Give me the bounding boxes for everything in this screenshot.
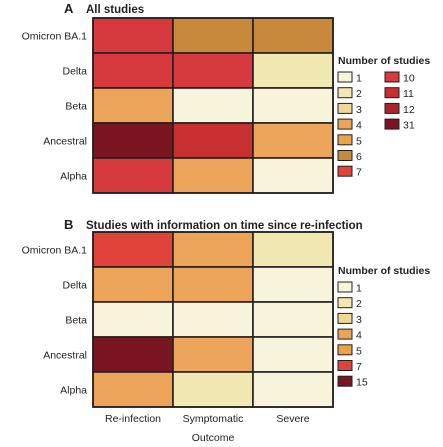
legend-label-15: 15: [356, 377, 368, 389]
heatmap-cell-beta-re-infection: [92, 87, 174, 124]
legend-label-3: 3: [356, 104, 362, 116]
legend-label-12: 12: [403, 104, 415, 116]
heatmap-cell-ancestral-symptomatic: [172, 336, 254, 373]
heatmap-cell-alpha-re-infection: [92, 371, 174, 408]
heatmap-cell-ancestral-re-infection: [92, 336, 174, 373]
heatmap-cell-beta-severe: [252, 87, 334, 124]
legend: Number of studies 1 2 3 4 5 7 15: [337, 265, 430, 389]
legend-swatch-2: [337, 87, 353, 99]
heatmap-cell-beta-re-infection: [92, 301, 174, 338]
legend-label-2: 2: [356, 88, 362, 100]
heatmap-cell-omicron-ba-1-re-infection: [92, 231, 174, 268]
heatmap-cell-delta-re-infection: [92, 266, 174, 303]
legend-swatch-3: [337, 102, 353, 114]
panel-title: All studies: [86, 4, 144, 16]
legend-label-5: 5: [356, 135, 362, 147]
legend-swatch-3: [337, 312, 353, 324]
heatmap-cell-omicron-ba-1-symptomatic: [172, 17, 254, 54]
heatmap-cell-alpha-symptomatic: [172, 371, 254, 408]
legend-label-31: 31: [403, 120, 415, 132]
legend-title: Number of studies: [338, 265, 430, 277]
row-label-ancestral: Ancestral: [43, 136, 87, 148]
heatmap-cell-ancestral-symptomatic: [172, 122, 254, 159]
legend-label-2: 2: [356, 298, 362, 310]
legend-title: Number of studies: [338, 55, 430, 67]
legend-swatch-1: [337, 281, 353, 293]
heatmap-cell-omicron-ba-1-severe: [252, 17, 334, 54]
column-label-symptomatic: Symptomatic: [183, 413, 244, 425]
row-label-omicron-ba-1: Omicron BA.1: [22, 31, 88, 43]
heatmap-cell-delta-symptomatic: [172, 266, 254, 303]
heatmap-cell-beta-symptomatic: [172, 87, 254, 124]
legend-label-6: 6: [356, 151, 362, 163]
legend-label-3: 3: [356, 314, 362, 326]
legend-swatch-11: [384, 87, 400, 99]
heatmap-cell-omicron-ba-1-symptomatic: [172, 231, 254, 268]
heatmap-cell-delta-re-infection: [92, 52, 174, 89]
legend-label-4: 4: [356, 120, 362, 132]
row-label-alpha: Alpha: [60, 385, 87, 397]
heatmap-cell-delta-symptomatic: [172, 52, 254, 89]
heatmap-cell-omicron-ba-1-severe: [252, 231, 334, 268]
legend-label-11: 11: [403, 88, 414, 100]
row-label-beta: Beta: [65, 315, 87, 327]
heatmap-cell-delta-severe: [252, 52, 334, 89]
heatmap-cell-ancestral-severe: [252, 336, 334, 373]
panel-letter: A: [64, 1, 74, 16]
heatmap-cell-delta-severe: [252, 266, 334, 303]
heatmap-cell-alpha-severe: [252, 371, 334, 408]
heatmap-cell-alpha-severe: [252, 157, 334, 194]
legend-label-4: 4: [356, 330, 362, 342]
heatmap-cell-beta-severe: [252, 301, 334, 338]
heatmap-cell-alpha-symptomatic: [172, 157, 254, 194]
legend-swatch-10: [384, 71, 400, 83]
legend-label-1: 1: [356, 283, 362, 295]
heatmap-cell-beta-symptomatic: [172, 301, 254, 338]
heatmap-cell-ancestral-re-infection: [92, 122, 174, 159]
row-label-alpha: Alpha: [60, 171, 87, 183]
legend-swatch-12: [384, 102, 400, 114]
row-label-ancestral: Ancestral: [43, 350, 87, 362]
legend-swatch-2: [337, 297, 353, 309]
legend-label-5: 5: [356, 345, 362, 357]
panel-letter: B: [64, 217, 73, 232]
row-label-omicron-ba-1: Omicron BA.1: [22, 245, 88, 257]
legend-swatch-5: [337, 134, 353, 146]
legend-swatch-4: [337, 118, 353, 130]
heatmap-panel-b: B Studies with information on time since …: [22, 217, 431, 444]
heatmap-cell-omicron-ba-1-re-infection: [92, 17, 174, 54]
legend-swatch-1: [337, 71, 353, 83]
legend-label-1: 1: [356, 73, 362, 85]
legend-swatch-31: [384, 118, 400, 130]
heatmap-panel-a: A All studies Omicron BA.1 Delta Beta Ancestr…: [22, 1, 430, 194]
legend-label-7: 7: [356, 361, 362, 373]
legend-swatch-4: [337, 328, 353, 340]
x-axis-title: Outcome: [192, 432, 235, 444]
legend-swatch-7: [337, 360, 353, 371]
legend-label-10: 10: [403, 73, 415, 85]
legend-swatch-15: [337, 375, 353, 387]
heatmap-frame: [92, 17, 334, 194]
column-label-re-infection: Re-infection: [105, 413, 161, 425]
row-label-delta: Delta: [62, 280, 87, 292]
legend-swatch-6: [337, 150, 353, 161]
column-label-severe: Severe: [276, 413, 309, 425]
row-label-delta: Delta: [62, 66, 87, 78]
row-label-beta: Beta: [65, 101, 87, 113]
legend-swatch-7: [337, 165, 353, 177]
heatmap-cell-alpha-re-infection: [92, 157, 174, 194]
panel-title: Studies with information on time since r…: [86, 220, 363, 232]
legend-swatch-5: [337, 344, 353, 356]
heatmap-cell-ancestral-severe: [252, 122, 334, 159]
legend-label-7: 7: [356, 167, 362, 179]
heatmap-frame: [92, 231, 334, 408]
